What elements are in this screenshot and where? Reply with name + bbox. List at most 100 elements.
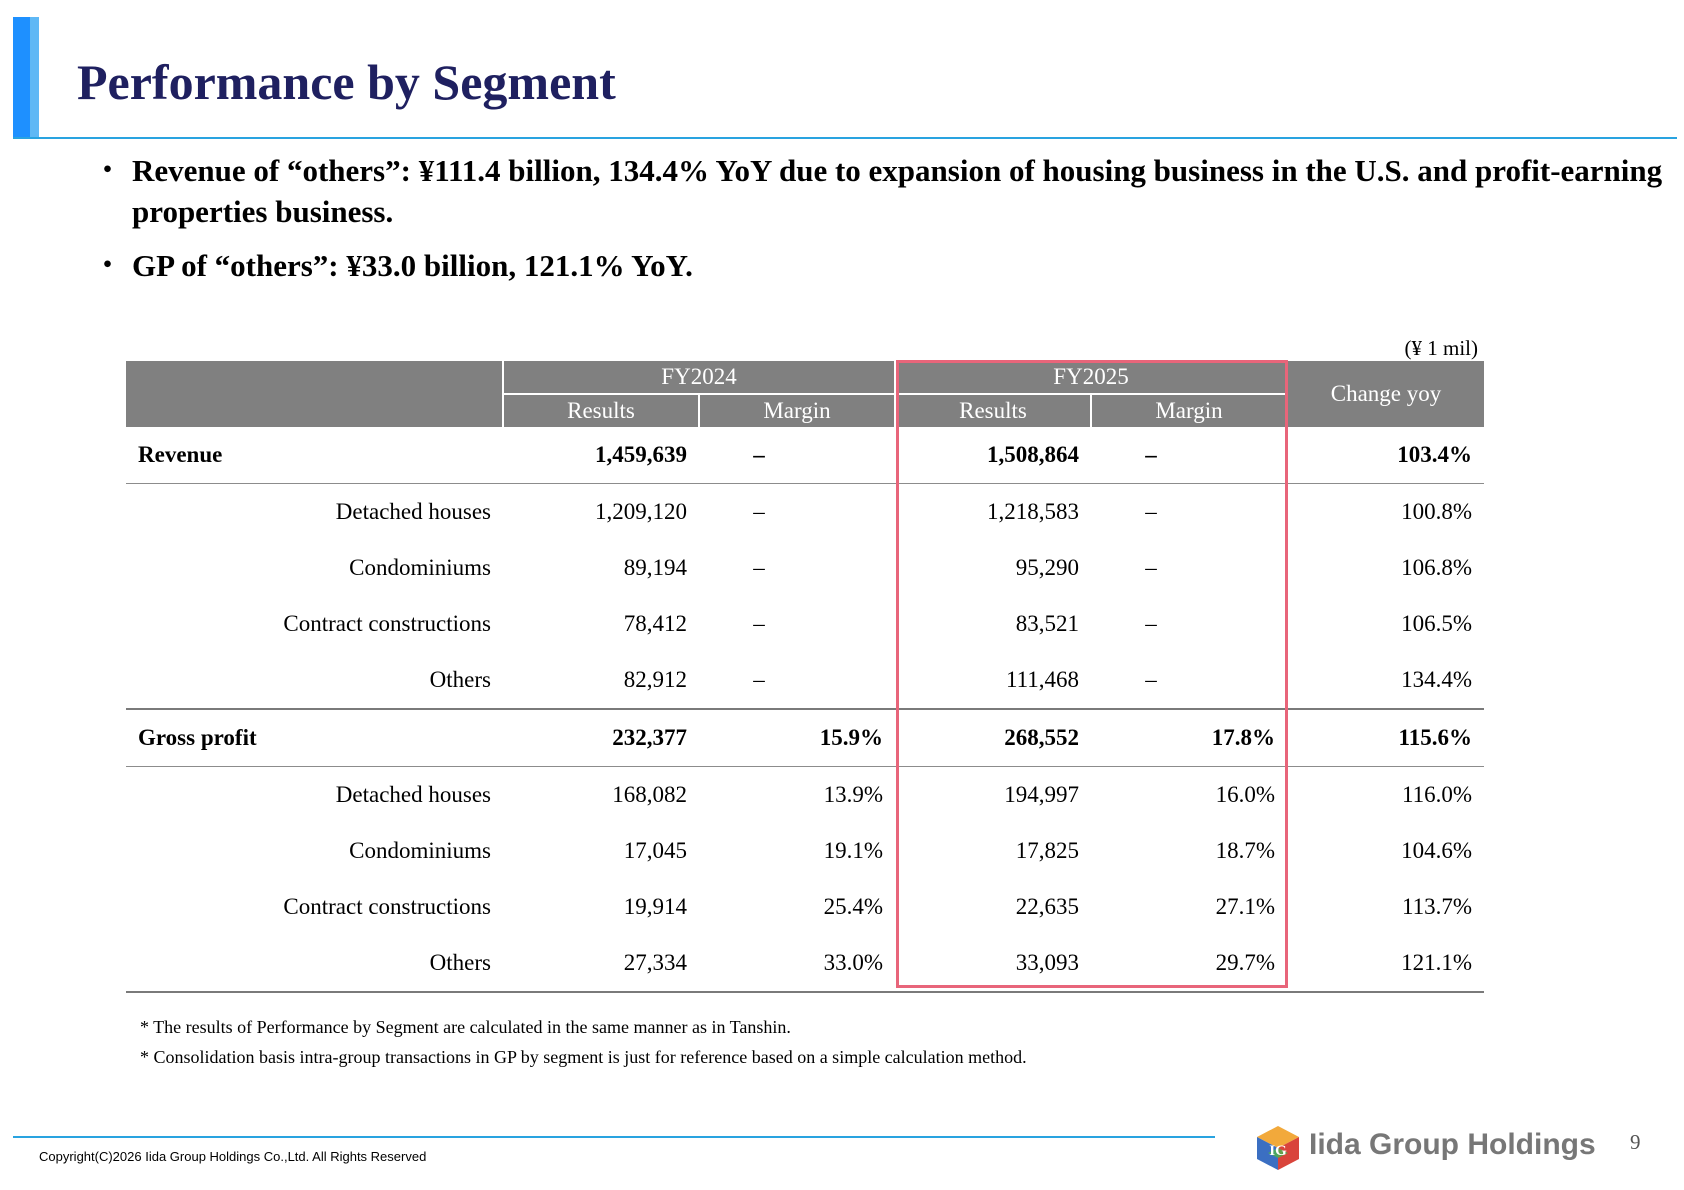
cell-fy25-margin: – (1145, 555, 1157, 580)
cell-fy25-results: 33,093 (895, 935, 1091, 993)
header-fy2025-results: Results (894, 394, 1091, 427)
header-blank (126, 361, 503, 427)
title-accent-bar (13, 17, 30, 139)
cell-fy24-margin: – (753, 499, 765, 524)
footnote: * The results of Performance by Segment … (140, 1017, 791, 1037)
logo-text: Iida Group Holdings (1309, 1128, 1596, 1161)
cell-change: 106.5% (1401, 611, 1472, 636)
cell-change: 104.6% (1401, 838, 1472, 863)
cell-fy24-margin: – (753, 555, 765, 580)
bullet-symbol: ・ (92, 248, 123, 283)
row-label: Contract constructions (283, 611, 491, 636)
cell-change: 103.4% (1287, 427, 1484, 484)
table-row: Condominiums 89,194 – 95,290 – 106.8% (126, 540, 1484, 596)
header-fy2024: FY2024 (502, 361, 895, 395)
cell-change: 134.4% (1287, 652, 1484, 710)
cell-fy24-margin: 15.9% (699, 709, 895, 767)
logo-cube-icon: IG (1257, 1126, 1299, 1170)
cell-fy24-margin: 13.9% (823, 782, 883, 807)
row-label: Others (126, 652, 503, 710)
cell-fy25-results: 268,552 (895, 709, 1091, 767)
company-logo: IG Iida Group Holdings (1255, 1124, 1596, 1172)
table-row: Condominiums 17,045 19.1% 17,825 18.7% 1… (126, 823, 1484, 879)
header-fy2025: FY2025 (894, 361, 1287, 395)
row-label: Revenue (126, 427, 503, 484)
cell-change: 106.8% (1401, 555, 1472, 580)
cell-fy25-margin: – (1091, 652, 1287, 710)
summary-bullets: ・ Revenue of “others”: ¥111.4 billion, 13… (88, 150, 1668, 299)
cell-change: 113.7% (1401, 894, 1472, 919)
logo-mark-text: IG (1269, 1143, 1287, 1159)
footnotes: * The results of Performance by Segment … (140, 1012, 1027, 1072)
table-row: Contract constructions 19,914 25.4% 22,6… (126, 879, 1484, 935)
copyright-text: Copyright(C)2026 Iida Group Holdings Co.… (39, 1149, 427, 1164)
row-label: Detached houses (335, 499, 491, 524)
cell-change: 100.8% (1401, 499, 1472, 524)
cell-fy24-results: 17,045 (623, 838, 687, 863)
cell-fy24-results: 19,914 (623, 894, 687, 919)
table-row: Others 27,334 33.0% 33,093 29.7% 121.1% (126, 935, 1484, 993)
cell-fy25-results: 111,468 (895, 652, 1091, 710)
page-title: Performance by Segment (77, 54, 616, 110)
cell-fy24-results: 82,912 (503, 652, 699, 710)
cell-fy24-results: 1,209,120 (595, 499, 687, 524)
row-label: Condominiums (349, 838, 491, 863)
bullet-item: ・ Revenue of “others”: ¥111.4 billion, 13… (88, 150, 1668, 232)
header-fy2025-margin: Margin (1090, 394, 1287, 427)
cell-fy25-margin: – (1145, 499, 1157, 524)
table-row-gross-profit: Gross profit 232,377 15.9% 268,552 17.8%… (126, 709, 1484, 767)
header-fy2024-results: Results (502, 394, 699, 427)
cell-change: 115.6% (1287, 709, 1484, 767)
cell-fy25-results: 22,635 (1015, 894, 1079, 919)
table-row: Contract constructions 78,412 – 83,521 –… (126, 596, 1484, 652)
cell-fy25-margin: 29.7% (1091, 935, 1287, 993)
cell-fy25-results: 83,521 (1015, 611, 1079, 636)
cell-fy24-results: 89,194 (623, 555, 687, 580)
cell-fy25-results: 1,508,864 (895, 427, 1091, 484)
row-label: Contract constructions (283, 894, 491, 919)
cell-fy25-margin: 18.7% (1215, 838, 1275, 863)
cell-fy24-results: 27,334 (503, 935, 699, 993)
cell-fy24-margin: – (699, 427, 895, 484)
table-row: Others 82,912 – 111,468 – 134.4% (126, 652, 1484, 710)
cell-fy24-margin: – (699, 652, 895, 710)
table-row-revenue: Revenue 1,459,639 – 1,508,864 – 103.4% (126, 427, 1484, 484)
header-change-yoy: Change yoy (1286, 361, 1484, 427)
footnote: * Consolidation basis intra-group transa… (140, 1047, 1027, 1067)
cell-fy25-results: 194,997 (1004, 782, 1079, 807)
cell-fy24-margin: 19.1% (823, 838, 883, 863)
bullet-symbol: ・ (92, 153, 123, 188)
segment-table: FY2024 FY2025 Change yoy Results Margin … (126, 361, 1484, 993)
row-label: Gross profit (126, 709, 503, 767)
table-row: Detached houses 1,209,120 – 1,218,583 – … (126, 484, 1484, 541)
cell-fy24-margin: 33.0% (699, 935, 895, 993)
cell-fy25-margin: – (1091, 427, 1287, 484)
cell-fy25-margin: – (1145, 611, 1157, 636)
cell-change: 121.1% (1287, 935, 1484, 993)
unit-label: (¥ 1 mil) (1404, 336, 1479, 360)
footer-divider (13, 1136, 1215, 1138)
cell-fy24-results: 168,082 (612, 782, 687, 807)
cell-fy25-margin: 17.8% (1091, 709, 1287, 767)
table-row: Detached houses 168,082 13.9% 194,997 16… (126, 767, 1484, 824)
cell-fy25-results: 17,825 (1015, 838, 1079, 863)
cell-fy25-margin: 16.0% (1215, 782, 1275, 807)
title-divider (13, 137, 1677, 139)
cell-fy24-margin: – (753, 611, 765, 636)
row-label: Condominiums (349, 555, 491, 580)
header-fy2024-margin: Margin (698, 394, 895, 427)
bullet-text: Revenue of “others”: ¥111.4 billion, 134… (132, 153, 1663, 229)
cell-fy24-results: 1,459,639 (503, 427, 699, 484)
row-label: Others (126, 935, 503, 993)
title-accent-bar-light (30, 17, 39, 139)
cell-fy25-margin: 27.1% (1215, 894, 1275, 919)
cell-fy24-results: 232,377 (503, 709, 699, 767)
row-label: Detached houses (335, 782, 491, 807)
cell-fy24-results: 78,412 (623, 611, 687, 636)
cell-fy25-results: 1,218,583 (987, 499, 1079, 524)
cell-fy24-margin: 25.4% (823, 894, 883, 919)
bullet-item: ・ GP of “others”: ¥33.0 billion, 121.1% Y… (88, 245, 1668, 286)
bullet-text: GP of “others”: ¥33.0 billion, 121.1% Yo… (132, 248, 693, 283)
page-number: 9 (1630, 1130, 1641, 1154)
cell-fy25-results: 95,290 (1015, 555, 1079, 580)
